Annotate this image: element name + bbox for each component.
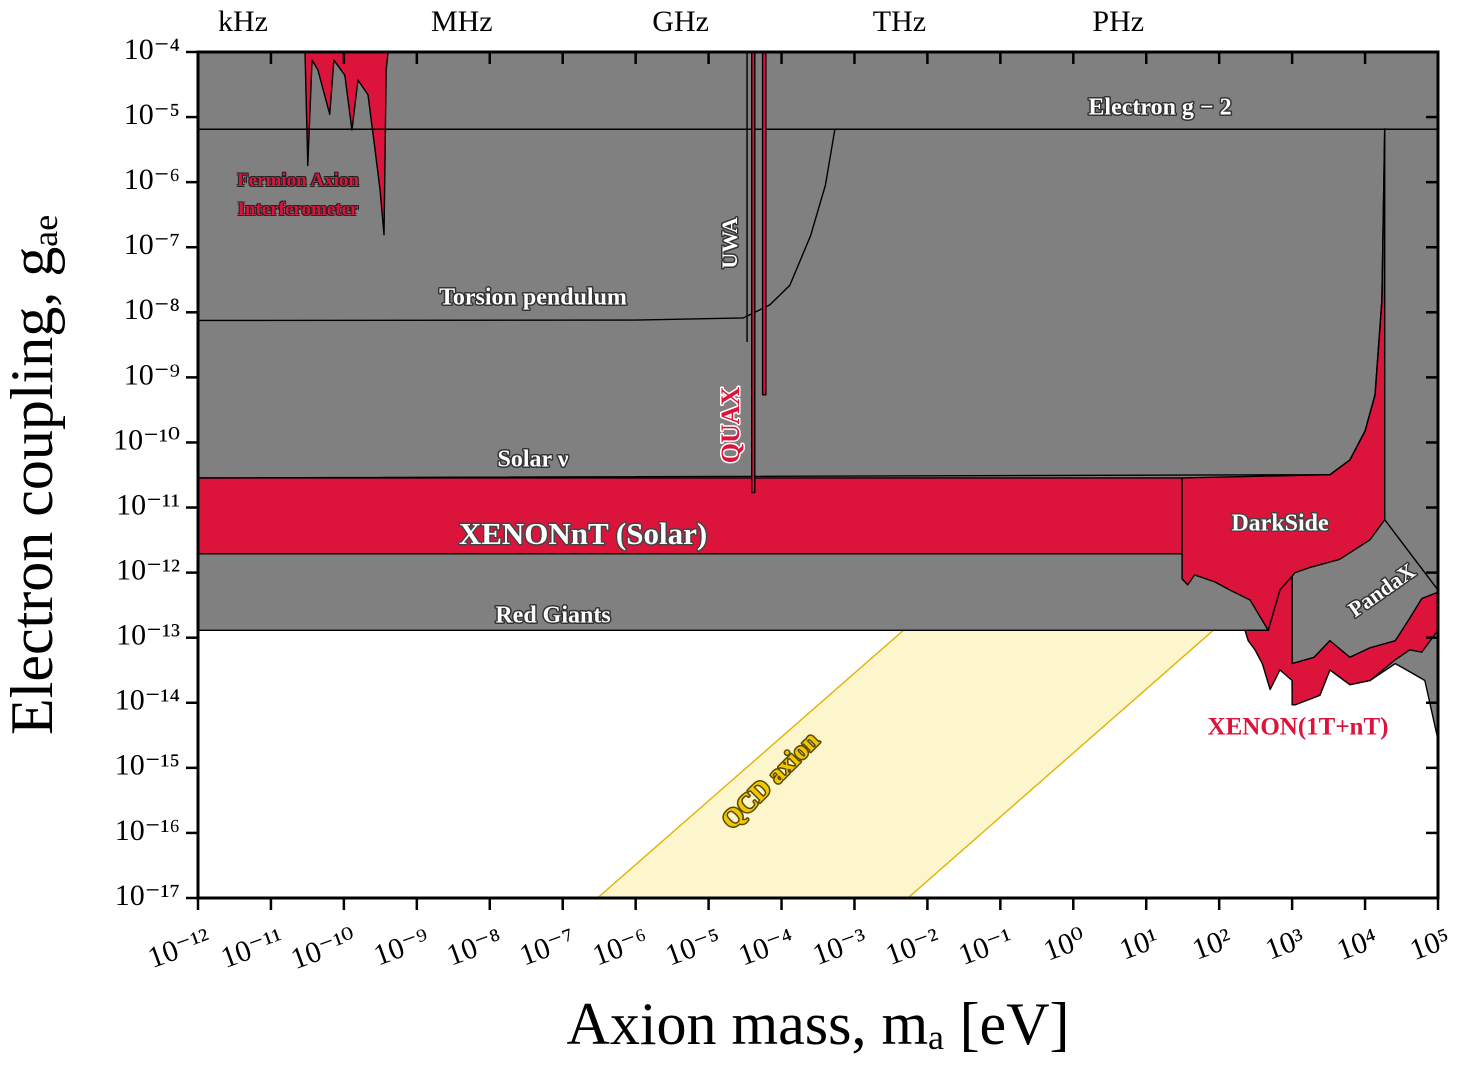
x-tick-label: 10⁻⁷: [515, 922, 579, 972]
x-tick-label: 10⁻¹¹: [216, 922, 287, 975]
x2-tick-label: PHz: [1092, 5, 1144, 38]
plot-frame: [196, 50, 1440, 900]
x-tick-label: 10²: [1188, 922, 1236, 966]
region-area: [304, 52, 389, 236]
x2-tick-label: MHz: [431, 5, 493, 38]
x-tick-label: 10⁻⁹: [369, 922, 433, 972]
y-tick-label: 10⁻⁵: [124, 98, 180, 131]
x2-tick-label: kHz: [218, 5, 268, 38]
region-label: Solar ν: [498, 447, 569, 473]
region-label: Torsion pendulum: [439, 285, 627, 311]
regions: [198, 52, 1438, 898]
x-tick-label: 10⁴: [1332, 922, 1381, 967]
y-tick-label: 10⁻⁷: [124, 228, 180, 261]
y-tick-label: 10⁻¹²: [116, 554, 180, 587]
region-area: [1244, 571, 1438, 706]
y-tick-label: 10⁻⁸: [124, 293, 180, 326]
y-axis-label: Electron coupling, gₐₑ: [0, 215, 65, 735]
x-tick-label: 10⁰: [1039, 922, 1090, 967]
x2-tick-label: GHz: [652, 5, 709, 38]
y-tick-label: 10⁻⁴: [124, 33, 180, 66]
y-tick-label: 10⁻¹⁷: [115, 879, 180, 912]
y-tick-label: 10⁻¹⁰: [113, 423, 180, 456]
x-tick-label: 10⁻²: [881, 922, 944, 972]
region-label: Fermion Axion Interferometer: [237, 170, 359, 220]
y-tick-label: 10⁻⁹: [124, 358, 180, 391]
y-tick-label: 10⁻¹⁵: [115, 749, 180, 782]
x2-tick-label: THz: [873, 5, 926, 38]
region-label: XENON(1T+nT): [1208, 714, 1389, 741]
x-tick-label: 10⁻¹⁰: [287, 922, 361, 976]
x-tick-label: 10⁻³: [808, 922, 871, 972]
region-label-box: Fermion Axion Interferometer: [237, 170, 359, 220]
x-tick-label: 10³: [1261, 922, 1309, 966]
y-tick-label: 10⁻¹⁴: [115, 684, 180, 717]
region-label: XENONnT (Solar): [459, 516, 707, 551]
y-tick-label: 10⁻¹³: [116, 619, 180, 652]
x-tick-label: 10⁻¹: [954, 922, 1017, 972]
region-label: QUAX: [716, 387, 745, 464]
y-tick-label: 10⁻¹⁶: [115, 814, 180, 847]
y-tick-label: 10⁻¹¹: [116, 488, 180, 521]
x-tick-label: 10¹: [1115, 922, 1163, 966]
x-tick-label: 10⁻⁵: [661, 922, 725, 972]
x-tick-label: 10⁻⁶: [588, 922, 652, 972]
x-tick-label: 10⁻⁴: [734, 922, 798, 972]
y-tick-label: 10⁻⁶: [124, 163, 180, 196]
limit-line: [198, 128, 836, 322]
region-label: UWA: [717, 217, 742, 268]
region-area: [751, 52, 767, 494]
x-axis-label: Axion mass, mₐ [eV]: [567, 991, 1070, 1057]
limit-line: [198, 128, 1386, 479]
x-tick-label: 10⁻¹²: [143, 922, 214, 975]
region-label: DarkSide: [1231, 511, 1329, 537]
region-label: Electron g − 2: [1088, 95, 1231, 121]
region-label: Red Giants: [495, 603, 610, 629]
x-tick-label: 10⁻⁸: [442, 922, 506, 972]
x-tick-label: 10⁵: [1405, 922, 1454, 967]
